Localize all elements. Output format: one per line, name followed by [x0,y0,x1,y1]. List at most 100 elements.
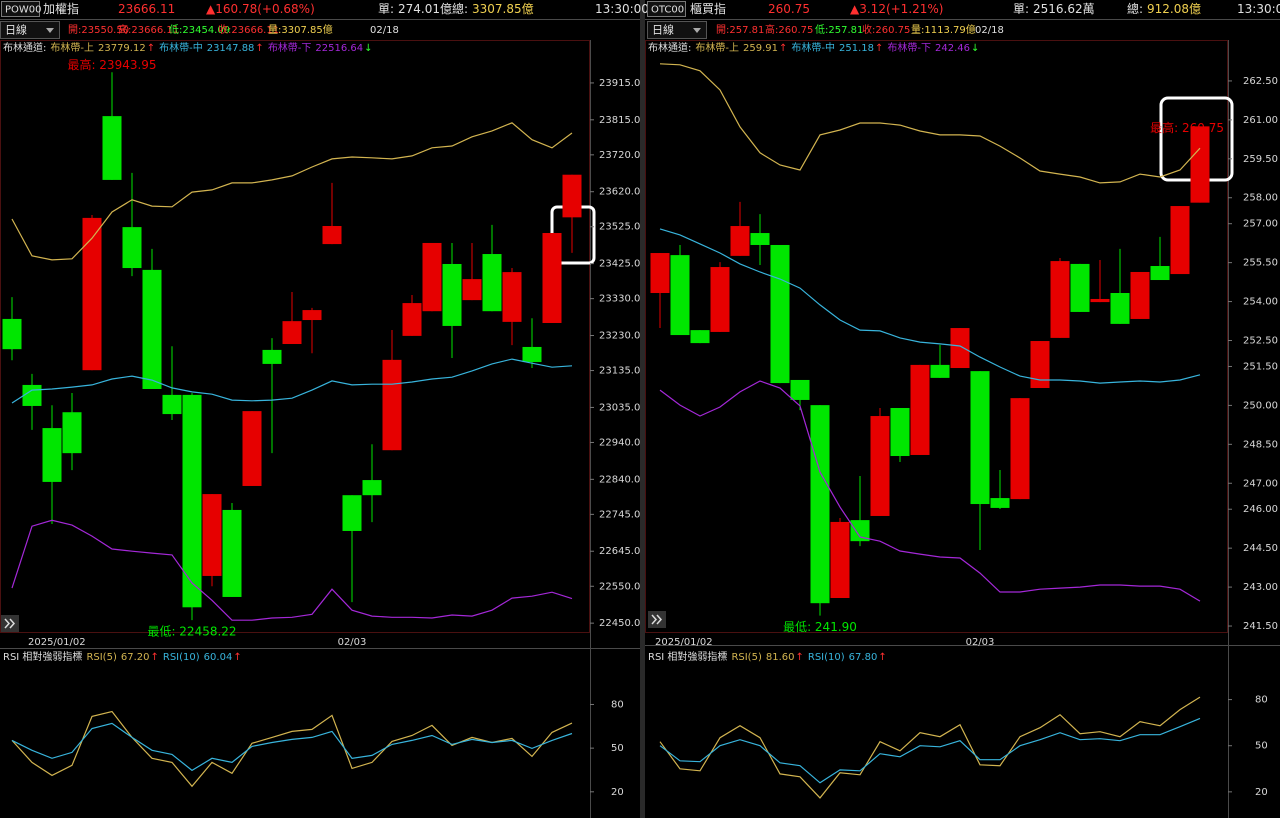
time: 13:30:00 [1237,2,1280,16]
y-tick-label: 23525.0 [599,222,640,233]
plot-frame [0,40,590,633]
candle-body [342,495,362,531]
low-annotation: 最低: 22458.22 [147,624,236,639]
symbol-name: 加權指 [43,2,79,16]
legend: RSI 相對強弱指標 RSI(5) 67.20↑ RSI(10) 60.04↑ [3,650,242,663]
total-value: 912.08億 [1147,2,1201,16]
time: 13:30:00 [595,2,649,16]
legend-name: 布林帶-下 [887,41,931,54]
legend: 布林通道: 布林帶-上 259.91↑ 布林帶-中 251.18↑ 布林帶-下 242.46… [648,41,979,54]
y-tick-label: 251.50 [1243,361,1278,372]
legend-trend: ↑ [147,43,155,54]
candle-body [362,480,382,496]
candle-body [990,498,1010,508]
quote-open: 開:257.81 [716,24,764,36]
y-tick-label: 250.00 [1243,400,1278,411]
y-tick-label: 23330.0 [599,294,640,305]
y-tick-label: 258.00 [1243,193,1278,204]
symbol-code: POW00 [5,5,42,16]
y-tick-label: 22840.0 [599,474,640,485]
rsi-line [659,696,1201,799]
y-tick-label: 23720.0 [599,150,640,161]
legend-value: 60.04 [204,652,233,663]
y-tick-label: 259.50 [1243,154,1278,165]
legend-trend: ↑ [233,652,241,663]
candle-body [1070,263,1090,312]
candle-body [382,359,402,451]
x-tick-label: 02/03 [338,637,367,648]
legend-value: 81.60 [766,652,795,663]
legend-name: 布林帶-中 [791,41,835,54]
candle-body [1050,261,1070,338]
quote-low: 低:23454.09 [169,23,230,36]
button-icon [4,618,16,629]
legend-trend: ↓ [364,43,372,54]
quote-date: 02/18 [370,25,399,36]
quote-close: 收:260.75 [862,23,910,36]
legend-name: 布林帶-下 [268,41,312,54]
y-tick-label: 80 [611,699,624,710]
period-dropdown[interactable] [647,21,707,39]
candle-body [1030,341,1050,389]
high-annotation: 最高: 260.75 [1150,120,1224,135]
x-tick-label: 2025/01/02 [28,637,86,648]
candle-body [562,174,582,218]
candle-body [202,494,222,576]
expand-button[interactable] [648,611,666,628]
candle-body [890,407,910,457]
symbol-code: OTC00 [651,5,684,16]
legend-name: RSI(10) [808,652,845,663]
symbol-box[interactable] [647,1,686,17]
expand-button[interactable] [1,615,19,632]
legend-value: 259.91 [743,43,778,54]
y-tick-label: 261.00 [1243,115,1278,126]
bollinger-line [11,358,573,404]
y-tick-label: 252.50 [1243,336,1278,347]
legend-name: 布林帶-上 [50,41,94,54]
candle-body [950,328,970,369]
x-tick-label: 2025/01/02 [655,637,713,648]
period: 日線 [652,23,674,37]
candle-body [2,318,22,350]
candle-body [750,233,770,245]
legend-value: 22516.64 [315,43,363,54]
quote-close: 收:23666.11 [218,23,279,36]
bollinger-line [659,228,1201,384]
legend-title: 布林通道: [3,41,46,54]
candle-body [302,310,322,321]
candle-body [482,254,502,312]
plot-frame [645,40,1228,633]
candle-body [930,364,950,378]
candle-body [222,509,242,597]
y-tick-label: 244.50 [1243,543,1278,554]
candle-body [462,279,482,301]
candle-body [422,242,442,312]
y-tick-label: 23035.0 [599,402,640,413]
high-annotation: 最高: 23943.95 [67,57,156,72]
candle-body [1110,293,1130,324]
y-tick-label: 254.00 [1243,297,1278,308]
candle-body [670,255,690,336]
quote-open: 開:23550.50 [68,24,129,36]
candle-body [542,233,562,323]
panel-divider [640,0,645,818]
legend-value: 242.46 [935,43,970,54]
y-tick-label: 23915.0 [599,78,640,89]
candle-body [262,349,282,364]
legend-trend: ↑ [151,652,159,663]
period-dropdown[interactable] [0,21,60,39]
y-tick-label: 255.50 [1243,258,1278,269]
candle-body [870,416,890,516]
candle-body [730,226,750,256]
bollinger-line [659,63,1201,184]
legend-title: RSI 相對強弱指標 [3,650,82,663]
y-tick-label: 22645.0 [599,546,640,557]
y-tick-label: 22940.0 [599,437,640,448]
candle-body [82,217,102,371]
y-tick-label: 257.00 [1243,219,1278,230]
candle-body [22,384,42,406]
unit-value: 274.01億 [398,2,452,16]
symbol-box[interactable] [1,1,40,17]
y-tick-label: 22745.0 [599,509,640,520]
